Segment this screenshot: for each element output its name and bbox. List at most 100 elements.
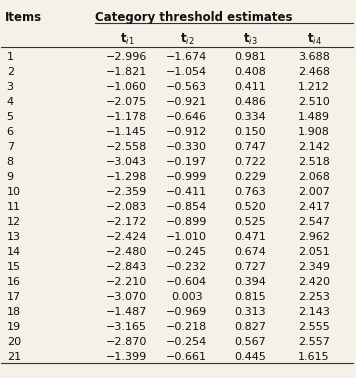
Text: 0.394: 0.394 bbox=[235, 277, 266, 287]
Text: −2.424: −2.424 bbox=[106, 232, 147, 242]
Text: 2.518: 2.518 bbox=[298, 157, 330, 167]
Text: 2.143: 2.143 bbox=[298, 307, 330, 317]
Text: 1.908: 1.908 bbox=[298, 127, 330, 137]
Text: 0.747: 0.747 bbox=[234, 142, 266, 152]
Text: 0.313: 0.313 bbox=[235, 307, 266, 317]
Text: Items: Items bbox=[5, 11, 42, 24]
Text: −2.996: −2.996 bbox=[106, 52, 147, 62]
Text: 1: 1 bbox=[7, 52, 14, 62]
Text: 2.555: 2.555 bbox=[298, 322, 330, 332]
Text: 0.471: 0.471 bbox=[235, 232, 266, 242]
Text: 3: 3 bbox=[7, 82, 14, 92]
Text: 2: 2 bbox=[7, 67, 14, 77]
Text: −1.060: −1.060 bbox=[106, 82, 147, 92]
Text: 20: 20 bbox=[7, 337, 21, 347]
Text: 2.962: 2.962 bbox=[298, 232, 330, 242]
Text: 0.827: 0.827 bbox=[234, 322, 266, 332]
Text: −0.999: −0.999 bbox=[166, 172, 208, 182]
Text: 7: 7 bbox=[7, 142, 14, 152]
Text: 17: 17 bbox=[7, 292, 21, 302]
Text: −1.298: −1.298 bbox=[106, 172, 147, 182]
Text: 2.420: 2.420 bbox=[298, 277, 330, 287]
Text: −1.178: −1.178 bbox=[106, 112, 147, 122]
Text: 0.567: 0.567 bbox=[235, 337, 266, 347]
Text: −0.330: −0.330 bbox=[166, 142, 207, 152]
Text: 2.349: 2.349 bbox=[298, 262, 330, 272]
Text: −0.921: −0.921 bbox=[166, 97, 208, 107]
Text: −0.197: −0.197 bbox=[166, 157, 208, 167]
Text: −0.899: −0.899 bbox=[166, 217, 208, 227]
Text: 8: 8 bbox=[7, 157, 14, 167]
Text: 15: 15 bbox=[7, 262, 21, 272]
Text: 16: 16 bbox=[7, 277, 21, 287]
Text: 1.615: 1.615 bbox=[298, 352, 330, 362]
Text: 21: 21 bbox=[7, 352, 21, 362]
Text: Category threshold estimates: Category threshold estimates bbox=[95, 11, 293, 24]
Text: −0.661: −0.661 bbox=[166, 352, 207, 362]
Text: $\mathbf{t}_{i1}$: $\mathbf{t}_{i1}$ bbox=[120, 31, 134, 46]
Text: −2.083: −2.083 bbox=[106, 202, 147, 212]
Text: −0.646: −0.646 bbox=[166, 112, 208, 122]
Text: −0.254: −0.254 bbox=[166, 337, 208, 347]
Text: −0.912: −0.912 bbox=[166, 127, 208, 137]
Text: −0.411: −0.411 bbox=[166, 187, 208, 197]
Text: −0.563: −0.563 bbox=[166, 82, 207, 92]
Text: −2.843: −2.843 bbox=[106, 262, 147, 272]
Text: 0.408: 0.408 bbox=[235, 67, 266, 77]
Text: 2.142: 2.142 bbox=[298, 142, 330, 152]
Text: 13: 13 bbox=[7, 232, 21, 242]
Text: 4: 4 bbox=[7, 97, 14, 107]
Text: 1.489: 1.489 bbox=[298, 112, 330, 122]
Text: 0.411: 0.411 bbox=[235, 82, 266, 92]
Text: −0.245: −0.245 bbox=[166, 247, 208, 257]
Text: −3.165: −3.165 bbox=[106, 322, 147, 332]
Text: 3.688: 3.688 bbox=[298, 52, 330, 62]
Text: 2.417: 2.417 bbox=[298, 202, 330, 212]
Text: −1.145: −1.145 bbox=[106, 127, 147, 137]
Text: 14: 14 bbox=[7, 247, 21, 257]
Text: 9: 9 bbox=[7, 172, 14, 182]
Text: 0.525: 0.525 bbox=[235, 217, 266, 227]
Text: 2.510: 2.510 bbox=[298, 97, 330, 107]
Text: 2.253: 2.253 bbox=[298, 292, 330, 302]
Text: 0.150: 0.150 bbox=[235, 127, 266, 137]
Text: 0.981: 0.981 bbox=[235, 52, 266, 62]
Text: 2.557: 2.557 bbox=[298, 337, 330, 347]
Text: 0.003: 0.003 bbox=[171, 292, 203, 302]
Text: 0.334: 0.334 bbox=[235, 112, 266, 122]
Text: 0.722: 0.722 bbox=[234, 157, 266, 167]
Text: 0.763: 0.763 bbox=[235, 187, 266, 197]
Text: 0.674: 0.674 bbox=[235, 247, 266, 257]
Text: $\mathbf{t}_{i4}$: $\mathbf{t}_{i4}$ bbox=[307, 31, 321, 46]
Text: −1.054: −1.054 bbox=[166, 67, 208, 77]
Text: 0.520: 0.520 bbox=[235, 202, 266, 212]
Text: −0.232: −0.232 bbox=[166, 262, 208, 272]
Text: 6: 6 bbox=[7, 127, 14, 137]
Text: 12: 12 bbox=[7, 217, 21, 227]
Text: 2.007: 2.007 bbox=[298, 187, 330, 197]
Text: −2.558: −2.558 bbox=[106, 142, 147, 152]
Text: 0.229: 0.229 bbox=[234, 172, 266, 182]
Text: −1.674: −1.674 bbox=[166, 52, 208, 62]
Text: 2.051: 2.051 bbox=[298, 247, 330, 257]
Text: −0.969: −0.969 bbox=[166, 307, 208, 317]
Text: −3.070: −3.070 bbox=[106, 292, 147, 302]
Text: 0.445: 0.445 bbox=[235, 352, 266, 362]
Text: −2.172: −2.172 bbox=[106, 217, 147, 227]
Text: −0.604: −0.604 bbox=[166, 277, 208, 287]
Text: $\mathbf{t}_{i2}$: $\mathbf{t}_{i2}$ bbox=[179, 31, 194, 46]
Text: −1.487: −1.487 bbox=[106, 307, 147, 317]
Text: −1.821: −1.821 bbox=[106, 67, 147, 77]
Text: −2.359: −2.359 bbox=[106, 187, 147, 197]
Text: −3.043: −3.043 bbox=[106, 157, 147, 167]
Text: −2.210: −2.210 bbox=[106, 277, 147, 287]
Text: 2.068: 2.068 bbox=[298, 172, 330, 182]
Text: −0.218: −0.218 bbox=[166, 322, 208, 332]
Text: 11: 11 bbox=[7, 202, 21, 212]
Text: 5: 5 bbox=[7, 112, 14, 122]
Text: −1.399: −1.399 bbox=[106, 352, 147, 362]
Text: −2.480: −2.480 bbox=[106, 247, 147, 257]
Text: −1.010: −1.010 bbox=[166, 232, 207, 242]
Text: −0.854: −0.854 bbox=[166, 202, 208, 212]
Text: 0.727: 0.727 bbox=[234, 262, 266, 272]
